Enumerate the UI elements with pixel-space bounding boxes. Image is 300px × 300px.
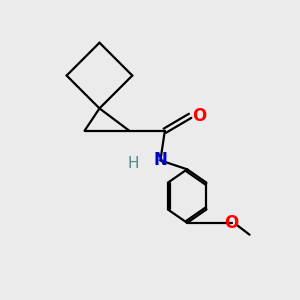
Text: O: O (225, 214, 239, 232)
Text: N: N (154, 152, 167, 169)
Text: O: O (193, 107, 207, 125)
Text: H: H (128, 157, 140, 172)
